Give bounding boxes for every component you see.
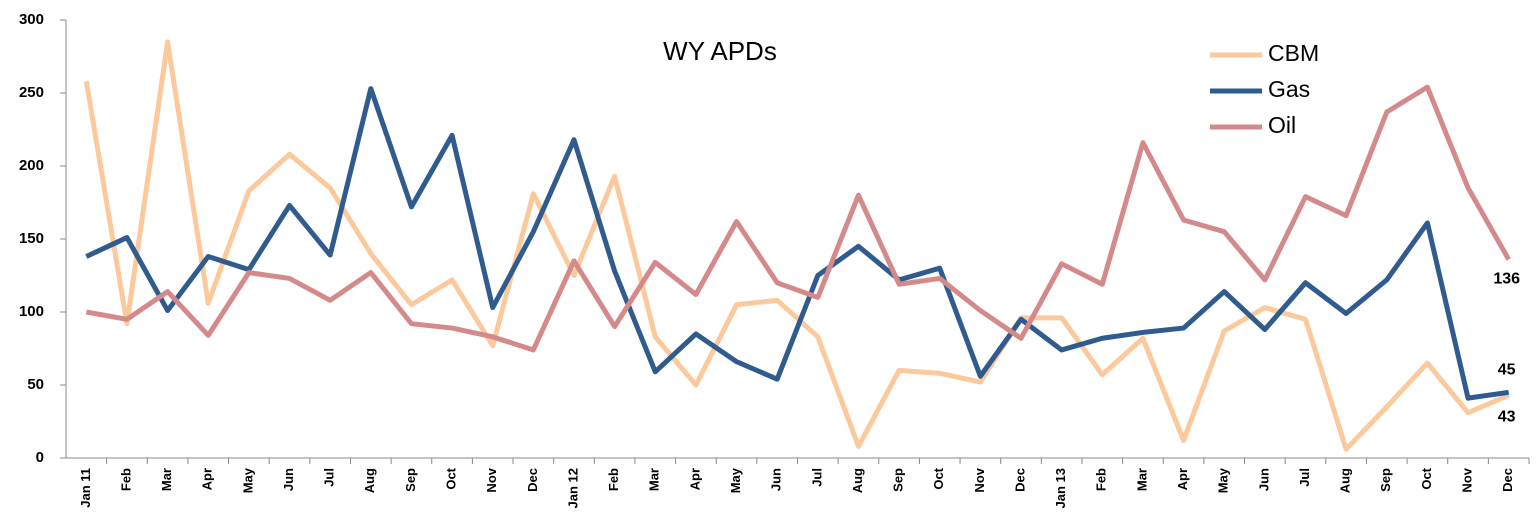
x-tick-label: Jun <box>281 468 296 491</box>
x-tick-label: Aug <box>850 468 865 493</box>
x-tick-label: Feb <box>606 468 621 491</box>
chart-title: WY APDs <box>663 36 777 66</box>
legend-label: CBM <box>1268 40 1319 66</box>
x-tick-label: Jan 11 <box>78 468 93 508</box>
x-tick-label: Nov <box>1459 467 1474 492</box>
x-tick-label: Dec <box>525 468 540 492</box>
x-tick-label: May <box>240 467 255 493</box>
x-tick-label: Mar <box>159 468 174 491</box>
x-tick-label: Sep <box>403 468 418 492</box>
x-tick-label: Aug <box>362 468 377 493</box>
series-line <box>83 39 1510 452</box>
legend-label: Oil <box>1268 112 1296 138</box>
data-label: 43 <box>1498 408 1516 425</box>
x-tick-label: Apr <box>200 468 215 490</box>
x-tick-label: Apr <box>687 468 702 490</box>
data-label: 45 <box>1498 362 1516 379</box>
x-tick-label: Sep <box>1378 468 1393 492</box>
x-tick-label: Aug <box>1338 468 1353 493</box>
x-tick-label: Jun <box>769 468 784 491</box>
x-tick-label: Jan 13 <box>1053 468 1068 508</box>
x-tick-label: Mar <box>647 468 662 491</box>
x-tick-label: Jul <box>322 468 337 487</box>
x-tick-label: Jul <box>1297 468 1312 487</box>
x-tick-label: Jul <box>809 468 824 487</box>
x-tick-label: May <box>728 467 743 493</box>
x-tick-label: Oct <box>444 467 459 489</box>
x-tick-label: Dec <box>1012 468 1027 492</box>
x-tick-label: Nov <box>484 467 499 492</box>
series-line <box>85 84 1511 353</box>
y-tick-label: 200 <box>19 157 44 174</box>
x-tick-label: Dec <box>1500 468 1515 492</box>
x-tick-label: Jun <box>1256 468 1271 491</box>
y-tick-label: 50 <box>27 376 44 393</box>
y-tick-label: 300 <box>19 11 44 28</box>
x-tick-label: Nov <box>972 467 987 492</box>
x-tick-label: Sep <box>891 468 906 492</box>
y-tick-label: 0 <box>36 449 44 466</box>
x-tick-label: Apr <box>1175 468 1190 490</box>
y-tick-label: 150 <box>19 230 44 247</box>
y-tick-label: 250 <box>19 84 44 101</box>
x-tick-label: Oct <box>931 467 946 489</box>
y-tick-label: 100 <box>19 303 44 320</box>
data-label: 136 <box>1493 271 1520 288</box>
x-tick-label: Jan 12 <box>565 468 580 508</box>
legend-label: Gas <box>1268 76 1310 102</box>
series-line <box>85 86 1510 401</box>
x-tick-label: Feb <box>1094 468 1109 491</box>
x-tick-label: Mar <box>1134 468 1149 491</box>
x-tick-label: May <box>1216 467 1231 493</box>
x-tick-label: Oct <box>1419 467 1434 489</box>
x-tick-label: Feb <box>118 468 133 491</box>
